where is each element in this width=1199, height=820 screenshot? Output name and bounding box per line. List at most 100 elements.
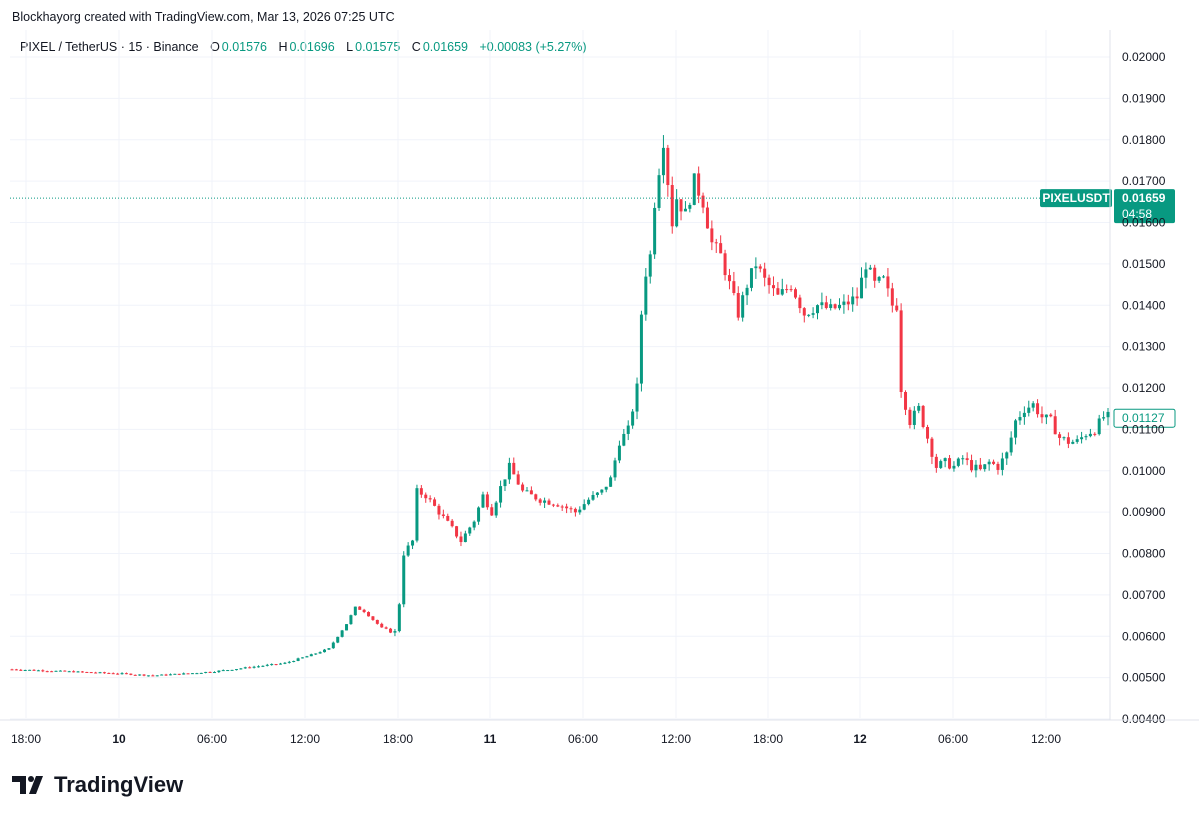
symbol-label[interactable]: PIXEL / TetherUS · 15 · Binance bbox=[20, 40, 199, 54]
candle-body bbox=[1084, 436, 1088, 438]
symbol-tag-bg bbox=[1040, 189, 1112, 208]
candle-body bbox=[1058, 434, 1062, 438]
candle-body bbox=[912, 410, 916, 425]
candle-body bbox=[151, 675, 155, 677]
candle-body bbox=[503, 479, 507, 487]
candle-body bbox=[301, 657, 305, 659]
candle-body bbox=[116, 673, 120, 675]
candle-body bbox=[688, 204, 692, 209]
candle-body bbox=[1080, 437, 1084, 440]
candle-body bbox=[28, 669, 32, 671]
candle-body bbox=[604, 486, 608, 490]
candle-body bbox=[217, 670, 221, 673]
candle-body bbox=[287, 661, 291, 663]
x-tick-label: 18:00 bbox=[11, 732, 41, 746]
candle-body bbox=[63, 670, 67, 672]
candlestick-chart[interactable]: PIXELUSDT 0.01659 04:58 0.01127 0.02000 0.01… bbox=[0, 0, 1199, 760]
candle-body bbox=[815, 305, 819, 314]
candle-body bbox=[556, 505, 560, 507]
low-value: 0.01575 bbox=[355, 40, 401, 54]
candle-body bbox=[371, 616, 375, 620]
candle-body bbox=[666, 147, 670, 186]
candle-body bbox=[864, 269, 868, 278]
candle-body bbox=[1014, 420, 1018, 438]
candle-body bbox=[983, 464, 987, 470]
candle-body bbox=[1106, 411, 1110, 418]
candle-body bbox=[710, 228, 714, 243]
candle-body bbox=[934, 456, 938, 468]
x-tick-label: 11 bbox=[484, 732, 497, 746]
candle-body bbox=[639, 314, 643, 384]
candle-body bbox=[111, 673, 115, 675]
candle-body bbox=[1027, 407, 1031, 413]
candle-body bbox=[441, 514, 445, 516]
candle-body bbox=[1071, 441, 1075, 444]
candle-body bbox=[353, 606, 357, 616]
candle-body bbox=[160, 674, 164, 676]
y-tick-label: 0.01100 bbox=[1122, 422, 1165, 436]
candle-body bbox=[146, 675, 150, 677]
candle-body bbox=[419, 488, 423, 495]
candle-body bbox=[1088, 433, 1092, 437]
tradingview-logo-text: TradingView bbox=[54, 772, 184, 797]
candle-body bbox=[428, 498, 432, 500]
candle-body bbox=[771, 285, 775, 289]
candle-body bbox=[1102, 417, 1106, 419]
candle-body bbox=[270, 664, 274, 666]
y-tick-label: 0.02000 bbox=[1122, 50, 1166, 64]
candle-body bbox=[212, 672, 216, 674]
candle-body bbox=[926, 426, 930, 439]
candle-body bbox=[749, 268, 753, 288]
candle-body bbox=[424, 494, 428, 499]
candle-body bbox=[199, 672, 203, 674]
candle-body bbox=[340, 630, 344, 637]
candle-body bbox=[591, 495, 595, 500]
candle-body bbox=[296, 658, 300, 661]
y-tick-label: 0.01700 bbox=[1122, 174, 1166, 188]
y-tick-label: 0.01900 bbox=[1122, 91, 1166, 105]
candle-body bbox=[538, 499, 542, 503]
candles-layer bbox=[10, 135, 1110, 677]
candle-body bbox=[1005, 452, 1009, 459]
candle-body bbox=[142, 674, 146, 676]
candle-body bbox=[406, 545, 410, 556]
y-tick-label: 0.00800 bbox=[1122, 547, 1166, 561]
candle-body bbox=[305, 656, 309, 658]
candle-body bbox=[1044, 414, 1048, 418]
candle-body bbox=[846, 301, 850, 305]
secondary-tag-value: 0.01127 bbox=[1122, 411, 1165, 425]
candle-body bbox=[851, 296, 855, 305]
y-tick-label: 0.00500 bbox=[1122, 671, 1166, 685]
y-tick-label: 0.00400 bbox=[1122, 712, 1166, 726]
candle-body bbox=[758, 266, 762, 269]
candle-body bbox=[908, 409, 912, 425]
candle-body bbox=[904, 392, 908, 410]
candle-body bbox=[221, 670, 225, 672]
y-tick-label: 0.01400 bbox=[1122, 298, 1166, 312]
candle-body bbox=[895, 305, 899, 311]
candle-body bbox=[1000, 458, 1004, 470]
candle-body bbox=[446, 515, 450, 521]
candle-body bbox=[705, 207, 709, 229]
candle-body bbox=[36, 670, 40, 672]
candle-body bbox=[609, 477, 613, 487]
candle-body bbox=[230, 669, 234, 671]
candle-body bbox=[793, 289, 797, 298]
candle-body bbox=[970, 460, 974, 471]
candle-body bbox=[1049, 414, 1053, 417]
candle-body bbox=[512, 462, 516, 475]
y-tick-label: 0.01500 bbox=[1122, 257, 1166, 271]
candle-body bbox=[164, 674, 168, 676]
candle-body bbox=[675, 199, 679, 227]
candle-body bbox=[631, 411, 635, 426]
candle-body bbox=[32, 669, 36, 671]
candle-body bbox=[987, 461, 991, 465]
candle-body bbox=[129, 673, 133, 675]
candle-body bbox=[85, 671, 89, 673]
x-tick-label: 06:00 bbox=[568, 732, 598, 746]
candle-body bbox=[173, 673, 177, 675]
candle-body bbox=[397, 604, 401, 632]
candle-body bbox=[380, 623, 384, 628]
candle-body bbox=[393, 631, 397, 633]
candle-body bbox=[807, 314, 811, 316]
